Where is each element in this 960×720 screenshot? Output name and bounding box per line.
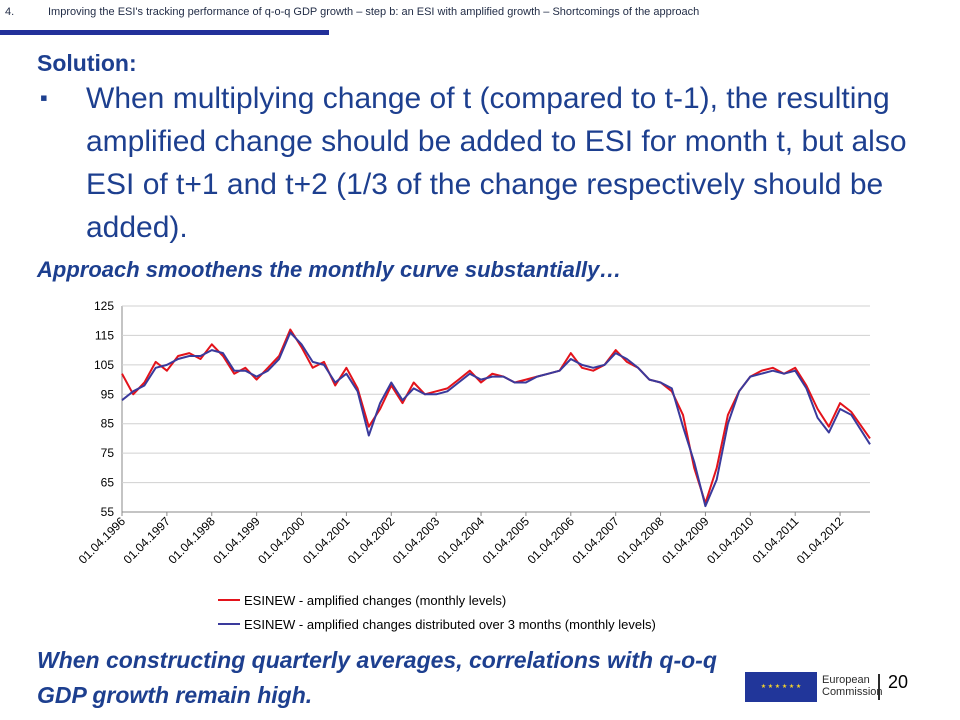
- header-rule: [0, 30, 329, 35]
- footer-text: When constructing quarterly averages, co…: [37, 647, 717, 708]
- x-tick-label: 01.04.2009: [659, 514, 712, 567]
- eu-flag-logo: [745, 672, 817, 702]
- x-tick-label: 01.04.2006: [525, 514, 578, 567]
- legend-label-red: ESINEW - amplified changes (monthly leve…: [244, 593, 506, 608]
- line-chart: 125 115 105 95 85 75 65 55 01.04.199601.04.1997…: [76, 299, 871, 632]
- y-tick-label: 105: [94, 358, 114, 372]
- series-line-red: [121, 328, 871, 505]
- x-tick-label: 01.04.2001: [300, 514, 353, 567]
- y-tick-label: 95: [101, 387, 115, 401]
- subheading: Approach smoothens the monthly curve sub…: [37, 257, 622, 282]
- y-tick-label: 65: [101, 476, 115, 490]
- logo-line2: Commission: [822, 686, 883, 698]
- solution-colon: :: [128, 50, 137, 76]
- section-header: Improving the ESI's tracking performance…: [48, 6, 700, 18]
- bullet-text: When multiplying change of t (compared t…: [86, 82, 907, 244]
- legend: ESINEW - amplified changes (monthly leve…: [218, 593, 656, 632]
- logo-text: European Commission: [822, 674, 883, 698]
- x-tick-label: 01.04.2011: [750, 514, 802, 566]
- x-tick-label: 01.04.2004: [435, 514, 488, 567]
- x-tick-label: 01.04.2002: [345, 514, 398, 567]
- y-tick-label: 75: [101, 446, 115, 460]
- x-tick-label: 01.04.2008: [614, 514, 667, 567]
- page-number: 20: [888, 672, 909, 692]
- x-tick-label: 01.04.2010: [704, 514, 757, 567]
- x-tick-label: 01.04.2007: [569, 514, 622, 567]
- x-axis: 01.04.199601.04.199701.04.199801.04.1999…: [76, 511, 870, 567]
- y-tick-label: 125: [94, 299, 114, 313]
- logo-line1: European: [822, 674, 870, 686]
- plot-area: [121, 328, 871, 508]
- y-tick-label: 115: [95, 328, 114, 342]
- x-tick-label: 01.04.2012: [794, 514, 847, 567]
- x-tick-label: 01.04.1996: [76, 514, 129, 567]
- y-tick-label: 85: [101, 417, 115, 431]
- x-tick-label: 01.04.2000: [255, 514, 308, 567]
- legend-label-blue: ESINEW - amplified changes distributed o…: [244, 617, 656, 632]
- x-tick-label: 01.04.1998: [166, 514, 219, 567]
- x-tick-label: 01.04.1999: [210, 514, 263, 567]
- y-tick-label: 55: [101, 505, 115, 519]
- x-tick-label: 01.04.2005: [480, 514, 533, 567]
- solution-heading: Solution:: [37, 50, 137, 77]
- x-tick-label: 01.04.1997: [121, 514, 174, 567]
- solution-label: Solution: [37, 50, 129, 76]
- logo-divider: [878, 674, 880, 700]
- section-number: 4.: [5, 6, 15, 18]
- x-tick-label: 01.04.2003: [390, 514, 443, 567]
- y-axis: 125 115 105 95 85 75 65 55: [94, 299, 870, 519]
- eu-stars-icon: ★ ★ ★ ★ ★ ★: [760, 684, 802, 690]
- series-line-blue: [121, 331, 871, 508]
- bullet-square-icon: ▪: [40, 85, 48, 110]
